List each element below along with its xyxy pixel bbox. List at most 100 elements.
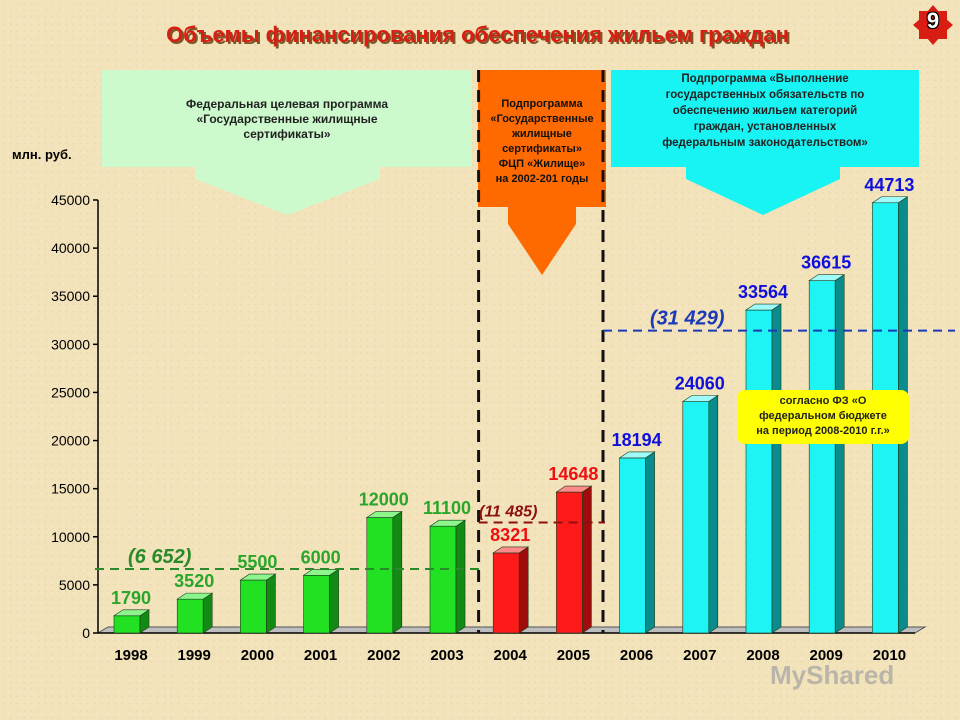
bar-side-2009 [834, 274, 845, 634]
x-tick-label: 2007 [683, 647, 716, 664]
bar-side-2000 [266, 573, 276, 634]
x-tick-label: 2003 [430, 647, 463, 664]
bar-2006 [619, 457, 646, 634]
bar-value-label: 36615 [801, 253, 851, 273]
y-tick-label: 15000 [51, 481, 90, 497]
budget-law-note: согласно ФЗ «О федеральном бюджете на пе… [737, 390, 909, 444]
bar-top-2008 [745, 303, 782, 311]
y-tick-label: 45000 [51, 192, 90, 208]
slide-number: 9 [926, 8, 940, 33]
bar-2008 [745, 309, 773, 634]
bar-top-2004 [492, 546, 530, 554]
bar-2004 [492, 552, 520, 634]
bar-value-label: 14648 [548, 464, 598, 484]
y-axis-unit-label: млн. руб. [12, 147, 72, 162]
bar-1999 [176, 598, 204, 634]
bar-top-2009 [808, 274, 846, 281]
y-tick-label: 35000 [51, 288, 90, 304]
bar-side-2001 [329, 568, 339, 634]
bar-2000 [240, 579, 267, 634]
x-tick-label: 2002 [367, 647, 400, 664]
bar-top-2002 [365, 511, 403, 518]
x-tick-label: 1998 [114, 647, 147, 664]
y-tick-label: 5000 [59, 577, 90, 593]
average-label: (6 652) [128, 546, 192, 568]
bar-2005 [556, 491, 583, 634]
x-tick-label: 1999 [178, 647, 211, 664]
bar-value-label: 6000 [301, 547, 341, 567]
watermark: MyShared [770, 660, 895, 690]
bar-side-2006 [645, 451, 655, 634]
bar-value-label: 18194 [612, 430, 662, 450]
callout-line: жилищные [512, 128, 572, 140]
callout-line: «Государственные жилищные [196, 112, 378, 126]
bar-side-2005 [582, 485, 592, 634]
callout-line: Подпрограмма «Выполнение [681, 73, 849, 85]
callout-line: государственных обязательств по [665, 89, 865, 101]
bar-side-2002 [392, 510, 403, 634]
bar-2001 [303, 574, 330, 634]
bar-side-1999 [202, 592, 213, 634]
x-tick-label: 2009 [810, 647, 843, 664]
x-tick-label: 2004 [494, 647, 528, 664]
bar-2002 [366, 517, 394, 634]
bar-value-label: 8321 [490, 525, 530, 545]
callout-line: граждан, установленных [693, 121, 837, 133]
bar-value-label: 33564 [738, 282, 788, 302]
bar-value-label: 44713 [864, 175, 914, 195]
note-line: согласно ФЗ «О [779, 395, 867, 407]
bar-value-label: 12000 [359, 490, 409, 510]
bar-value-label: 24060 [675, 373, 725, 393]
callout-line: ФЦП «Жилище» [498, 158, 586, 170]
bar-top-2000 [239, 573, 277, 581]
callout-federal-program: Федеральная целевая программа «Государст… [102, 70, 472, 167]
bar-top-1998 [113, 609, 150, 617]
bar-top-1999 [176, 592, 214, 600]
chart-title: Объемы финансирования обеспечения жильем… [166, 22, 789, 47]
bar-side-2007 [708, 394, 719, 634]
x-tick-label: 2001 [304, 647, 337, 664]
x-tick-label: 2000 [241, 647, 274, 664]
slide-number-badge [913, 5, 953, 45]
bar-top-2005 [555, 485, 593, 493]
x-tick-label: 2006 [620, 647, 653, 664]
note-line: на период 2008-2010 г.г.» [756, 425, 890, 437]
callout-subprogram-obligations: Подпрограмма «Выполнение государственных… [611, 70, 919, 167]
bar-value-label: 3520 [174, 571, 214, 591]
y-tick-label: 10000 [51, 529, 90, 545]
callout-line: обеспечению жильем категорий [672, 105, 858, 117]
x-tick-label: 2005 [557, 647, 590, 664]
bar-top-2006 [618, 451, 656, 459]
x-tick-label: 2008 [746, 647, 779, 664]
bar-2003 [429, 525, 457, 634]
bar-2009 [808, 280, 836, 634]
bar-side-2008 [771, 303, 782, 634]
y-tick-label: 40000 [51, 240, 90, 256]
x-tick-label: 2010 [873, 647, 906, 664]
callout-line: на 2002-201 годы [495, 173, 589, 185]
bar-value-label: 11100 [423, 498, 471, 518]
y-tick-label: 0 [82, 625, 90, 641]
callout-subprogram-certificates: Подпрограмма «Государственные жилищные с… [478, 70, 606, 207]
bar-top-2010 [871, 196, 909, 204]
bar-top-2007 [681, 395, 719, 402]
average-label: (11 485) [479, 503, 537, 520]
callout-line: сертификаты» [502, 143, 582, 155]
callout-line: сертификаты» [243, 127, 331, 141]
callout-line: Федеральная целевая программа [185, 97, 389, 111]
bar-top-2003 [429, 519, 466, 527]
callout-line: федеральным законодательством» [662, 137, 868, 149]
bar-1998 [113, 615, 141, 634]
bar-side-2003 [455, 519, 466, 634]
y-tick-label: 20000 [51, 433, 90, 449]
bar-value-label: 5500 [237, 552, 277, 572]
y-tick-label: 30000 [51, 336, 90, 352]
bar-value-label: 1790 [111, 588, 151, 608]
bar-side-2004 [518, 546, 529, 634]
note-line: федеральном бюджете [759, 410, 887, 422]
bar-2007 [682, 401, 710, 634]
callout-line: «Государственные [490, 113, 594, 125]
y-tick-label: 25000 [51, 384, 90, 400]
average-label: (31 429) [650, 308, 725, 330]
